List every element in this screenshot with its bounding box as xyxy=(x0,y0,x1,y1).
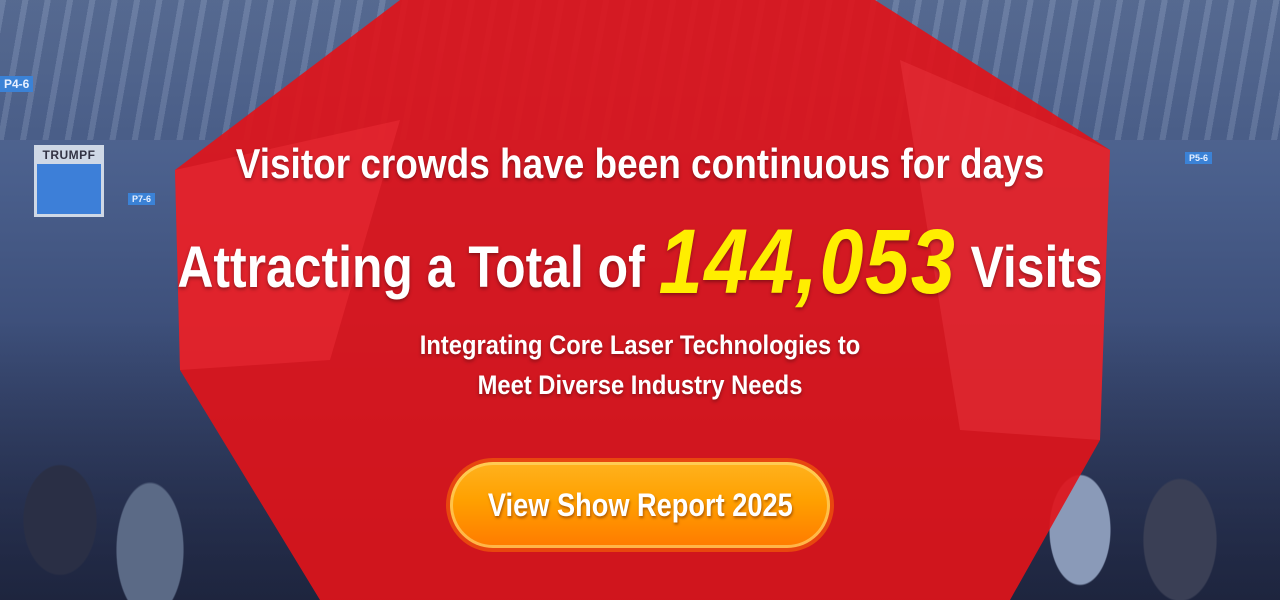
trumpf-logo: TRUMPF xyxy=(34,145,104,217)
visits-count: 144,053 xyxy=(658,211,957,313)
view-show-report-button[interactable]: View Show Report 2025 xyxy=(450,462,830,548)
booth-sign: P7-6 xyxy=(128,193,156,205)
booth-sign: P5-6 xyxy=(1185,152,1213,164)
subheadline-line-1: Integrating Core Laser Technologies to xyxy=(419,330,861,360)
headline-line-2: Attracting a Total of 144,053 Visits xyxy=(177,211,1103,313)
headline-line-1: Visitor crowds have been continuous for … xyxy=(235,140,1045,187)
subheadline-line-2: Meet Diverse Industry Needs xyxy=(477,370,803,400)
booth-sign: P4-6 xyxy=(0,76,34,92)
